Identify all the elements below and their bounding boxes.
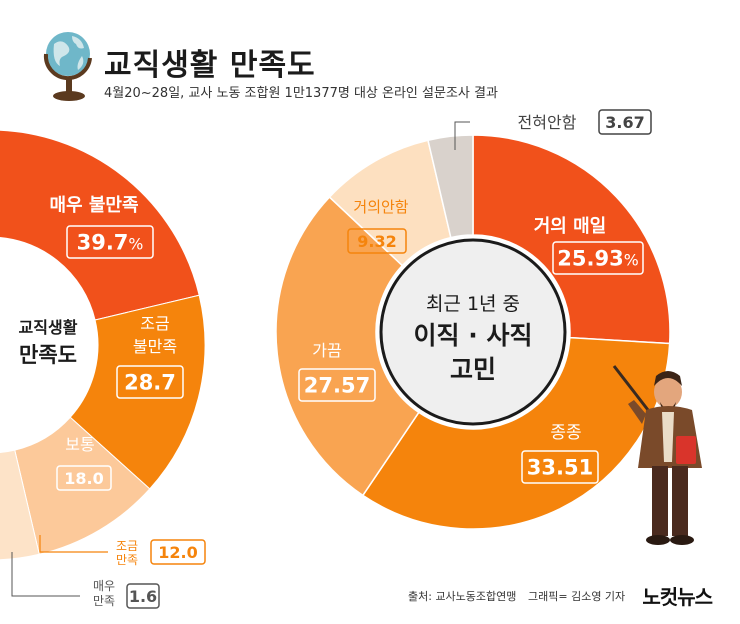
left-cat-0: 매우 불만족 xyxy=(49,195,138,216)
page-subtitle: 4월20~28일, 교사 노동 조합원 1만1377명 대상 온라인 설문조사 … xyxy=(104,86,498,101)
left-value-2-value: 18.0 xyxy=(64,469,103,488)
right-cat-4: 전혀안함 xyxy=(518,113,577,132)
left-value-2: 18.0 xyxy=(56,465,112,491)
right-cat-3: 거의안함 xyxy=(353,198,408,216)
right-center-label-2: 이직 · 사직 xyxy=(414,321,533,350)
teacher-illustration xyxy=(612,365,702,545)
left-cat-3b: 만족 xyxy=(116,553,138,567)
right-center-label-3: 고민 xyxy=(450,355,496,384)
right-center-disc xyxy=(379,238,567,426)
left-value-4-value: 1.6 xyxy=(129,587,157,606)
left-cat-2: 보통 xyxy=(65,435,94,454)
right-slice-2 xyxy=(275,195,420,497)
source-text: 출처: 교사노동조합연맹 xyxy=(408,590,517,603)
left-value-3-value: 12.0 xyxy=(158,543,197,562)
right-value-0-value: 25.93% xyxy=(557,247,638,271)
left-slice-1 xyxy=(69,294,206,490)
right-value-4-value: 3.67 xyxy=(605,113,644,132)
right-value-3: 9.32 xyxy=(347,228,407,254)
right-slice-4 xyxy=(427,134,474,239)
page-title: 교직생활 만족도 xyxy=(104,48,316,83)
left-value-4: 1.6 xyxy=(126,583,160,609)
right-value-3-value: 9.32 xyxy=(357,232,396,251)
left-cat-1a: 조금 xyxy=(140,314,169,333)
left-slice-3 xyxy=(0,449,40,561)
left-value-1-value: 28.7 xyxy=(124,371,176,395)
right-value-1: 33.51 xyxy=(521,450,599,484)
right-center-label-1: 최근 1년 중 xyxy=(426,293,520,315)
right-cat-1: 종종 xyxy=(550,423,581,443)
left-cat-3a: 조금 xyxy=(116,539,138,553)
left-center-label-1: 교직생활 xyxy=(19,318,78,337)
right-cat-0: 거의 매일 xyxy=(534,216,607,237)
left-cat-4a: 매우 xyxy=(93,579,115,593)
globe-icon xyxy=(42,26,98,110)
brand-logo: 노컷뉴스 xyxy=(642,585,713,609)
right-value-2-value: 27.57 xyxy=(304,374,370,398)
left-cat-1b: 불만족 xyxy=(133,337,177,356)
right-slice-0 xyxy=(472,134,671,345)
right-cat-2: 가끔 xyxy=(312,341,341,360)
left-center-label-2: 만족도 xyxy=(19,343,77,367)
left-cat-4b: 만족 xyxy=(93,594,115,608)
graphic-credit: 그래픽= 김소영 기자 xyxy=(528,590,626,603)
left-value-0: 39.7% xyxy=(66,225,154,259)
right-value-2: 27.57 xyxy=(298,368,376,402)
left-value-3: 12.0 xyxy=(150,539,206,565)
left-value-1: 28.7 xyxy=(116,365,184,399)
right-value-0: 25.93% xyxy=(552,241,644,275)
right-value-1-value: 33.51 xyxy=(527,456,593,480)
right-value-4: 3.67 xyxy=(598,109,652,135)
right-slice-1 xyxy=(361,336,671,530)
left-slice-0 xyxy=(0,129,200,321)
left-value-0-value: 39.7% xyxy=(77,231,144,255)
